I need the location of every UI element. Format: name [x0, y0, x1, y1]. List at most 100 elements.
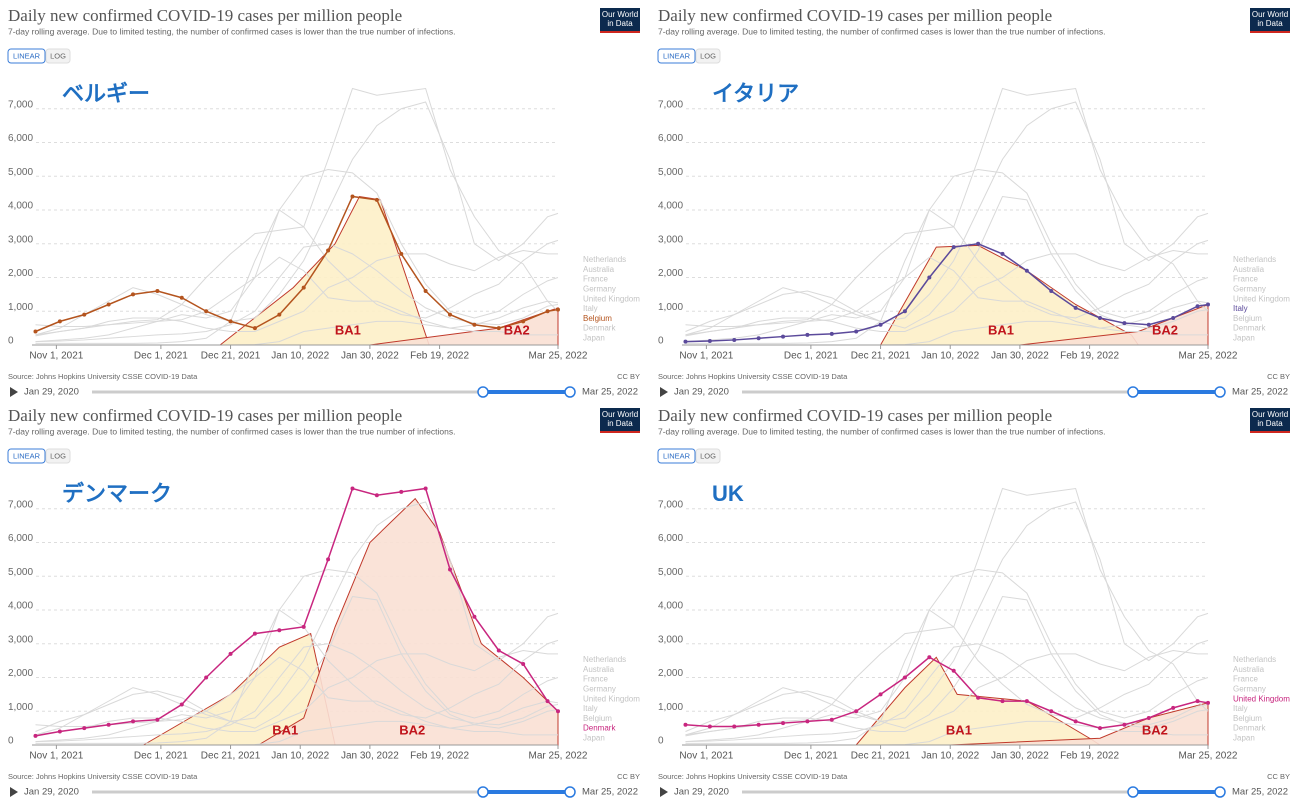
data-point — [1000, 699, 1005, 704]
scale-button[interactable] — [695, 48, 721, 64]
variant-label: BA2 — [504, 322, 530, 337]
scale-button[interactable] — [45, 448, 71, 464]
timeline-handle[interactable] — [1127, 786, 1139, 798]
timeline-handle[interactable] — [1214, 386, 1226, 398]
data-point — [301, 285, 306, 290]
legend-label: Japan — [583, 734, 605, 743]
scale-button-label[interactable]: LINEAR — [13, 451, 41, 460]
y-tick-label: 0 — [658, 336, 664, 347]
scale-button[interactable] — [7, 48, 46, 64]
legend-label: Belgium — [1233, 714, 1262, 723]
scale-button[interactable] — [657, 48, 696, 64]
data-point — [350, 194, 355, 199]
timeline-handle[interactable] — [564, 386, 576, 398]
data-point — [1195, 304, 1200, 309]
timeline-handle[interactable] — [564, 786, 576, 798]
y-tick-label: 4,000 — [658, 201, 683, 212]
y-tick-label: 2,000 — [8, 668, 33, 679]
data-point — [1000, 251, 1005, 256]
scale-button-label[interactable]: LOG — [50, 51, 66, 60]
timeline-handle[interactable] — [477, 386, 489, 398]
scale-button-label[interactable]: LINEAR — [663, 51, 691, 60]
data-point — [448, 312, 453, 317]
play-button[interactable] — [10, 387, 18, 397]
y-tick-label: 6,000 — [8, 133, 33, 144]
data-point — [854, 709, 859, 714]
license: CC BY — [617, 772, 640, 781]
y-tick-label: 5,000 — [8, 567, 33, 578]
chart-label: ベルギー — [62, 81, 150, 106]
series-line — [35, 87, 559, 337]
data-point — [1024, 268, 1029, 273]
data-point — [82, 312, 87, 317]
variant-label: BA1 — [988, 322, 1014, 337]
data-point — [951, 245, 956, 250]
variant-label: BA2 — [399, 722, 425, 737]
scale-button[interactable] — [657, 448, 696, 464]
timeline-handle[interactable] — [1127, 386, 1139, 398]
data-point — [326, 557, 331, 562]
scale-button-label[interactable]: LINEAR — [663, 451, 691, 460]
y-tick-label: 0 — [8, 336, 14, 347]
data-point — [1206, 302, 1210, 307]
legend-label: United Kingdom — [583, 294, 640, 303]
timeline-handle[interactable] — [477, 786, 489, 798]
legend-label: Germany — [1233, 285, 1266, 294]
chart-title: Daily new confirmed COVID-19 cases per m… — [8, 406, 402, 425]
scale-button[interactable] — [45, 48, 71, 64]
logo-text: Our World — [1252, 10, 1288, 19]
data-point — [556, 307, 560, 312]
x-tick-label: Dec 1, 2021 — [134, 351, 188, 362]
data-point — [1122, 722, 1127, 727]
x-tick-label: Dec 21, 2021 — [851, 751, 911, 762]
data-point — [204, 309, 209, 314]
y-tick-label: 4,000 — [8, 601, 33, 612]
data-point — [179, 295, 184, 300]
legend-label: Japan — [1233, 734, 1255, 743]
x-tick-label: Jan 30, 2022 — [341, 751, 399, 762]
scale-button-label[interactable]: LOG — [700, 51, 716, 60]
legend-label: United Kingdom — [1233, 294, 1290, 303]
series-line — [35, 649, 558, 736]
variant-label: BA1 — [272, 722, 298, 737]
timeline-handle[interactable] — [1214, 786, 1226, 798]
legend-label: Belgium — [583, 714, 612, 723]
x-tick-label: Nov 1, 2021 — [29, 751, 83, 762]
legend-label: Denmark — [583, 724, 616, 733]
source-note: Source: Johns Hopkins University CSSE CO… — [658, 372, 848, 381]
x-tick-label: Jan 10, 2022 — [271, 351, 329, 362]
data-point — [106, 302, 111, 307]
x-tick-label: Dec 21, 2021 — [201, 751, 261, 762]
play-button[interactable] — [660, 387, 668, 397]
series-line — [35, 656, 559, 729]
x-tick-label: Mar 25, 2022 — [1179, 751, 1238, 762]
data-point — [155, 717, 160, 722]
data-point — [927, 655, 932, 660]
series-line — [35, 249, 558, 336]
series-line — [35, 595, 559, 732]
data-point — [57, 319, 62, 324]
logo-text: in Data — [607, 19, 633, 28]
data-point — [683, 339, 688, 344]
play-button[interactable] — [10, 787, 18, 797]
legend-label: Italy — [583, 304, 598, 313]
series-line — [685, 87, 1209, 337]
y-tick-label: 1,000 — [658, 702, 683, 713]
data-point — [976, 241, 981, 246]
series-line — [35, 643, 559, 743]
scale-button-label[interactable]: LINEAR — [13, 51, 41, 60]
data-point — [1206, 700, 1210, 705]
data-point — [878, 322, 883, 327]
y-tick-label: 3,000 — [658, 234, 683, 245]
data-point — [155, 289, 160, 293]
scale-button-label[interactable]: LOG — [700, 451, 716, 460]
legend-label: Germany — [1233, 685, 1266, 694]
scale-button[interactable] — [695, 448, 721, 464]
y-tick-label: 1,000 — [8, 302, 33, 313]
data-point — [756, 336, 761, 341]
scale-button-label[interactable]: LOG — [50, 451, 66, 460]
scale-button[interactable] — [7, 448, 46, 464]
data-point — [1146, 716, 1151, 720]
play-button[interactable] — [660, 787, 668, 797]
